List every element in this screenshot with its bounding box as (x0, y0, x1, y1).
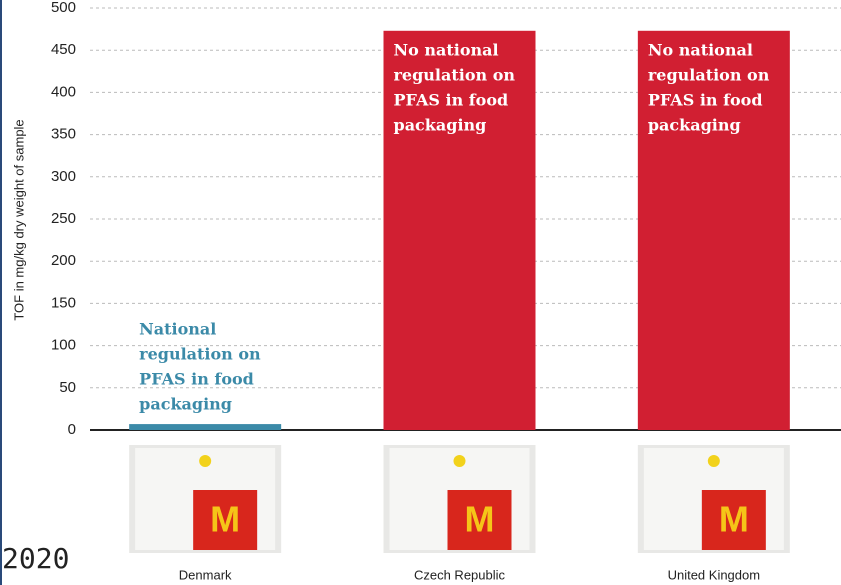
x-tick-label: Denmark (179, 567, 232, 582)
annotation: regulation on (648, 65, 770, 84)
annotation: packaging (139, 395, 232, 414)
y-tick-label: 50 (59, 379, 76, 396)
sticker (707, 455, 720, 467)
y-tick-label: 0 (68, 421, 76, 438)
y-tick-label: 450 (51, 41, 76, 58)
y-axis-label: TOF in mg/kg dry weight of sample (11, 119, 26, 320)
left-border (0, 0, 2, 585)
logo-box (447, 490, 512, 550)
annotation: PFAS in food (139, 370, 254, 389)
annotation: PFAS in food (648, 90, 763, 109)
annotation: regulation on (139, 345, 261, 364)
x-tick-label: Czech Republic (414, 567, 506, 582)
y-tick-label: 400 (51, 83, 76, 100)
annotation: packaging (394, 115, 487, 134)
sticker (453, 455, 466, 467)
annotation: No national (648, 40, 753, 59)
y-tick-label: 350 (51, 126, 76, 143)
logo-box (701, 490, 766, 550)
logo: M (719, 499, 749, 540)
annotation: National (139, 320, 216, 339)
logo-box (193, 490, 258, 550)
y-tick-label: 200 (51, 252, 76, 269)
bar (637, 30, 790, 431)
y-tick-label: 300 (51, 168, 76, 185)
logo: M (210, 499, 240, 540)
y-tick-label: 100 (51, 337, 76, 354)
bar (129, 424, 282, 430)
annotation: regulation on (394, 65, 516, 84)
x-tick-label: United Kingdom (668, 567, 761, 582)
annotation: PFAS in food (394, 90, 509, 109)
annotation: No national (394, 40, 499, 59)
y-tick-label: 250 (51, 210, 76, 227)
y-tick-label: 500 (51, 0, 76, 16)
y-tick-label: 150 (51, 294, 76, 311)
logo: M (465, 499, 495, 540)
annotation: packaging (648, 115, 741, 134)
sticker (199, 455, 212, 467)
footnote: 2020 (2, 542, 69, 575)
bar (383, 30, 536, 431)
